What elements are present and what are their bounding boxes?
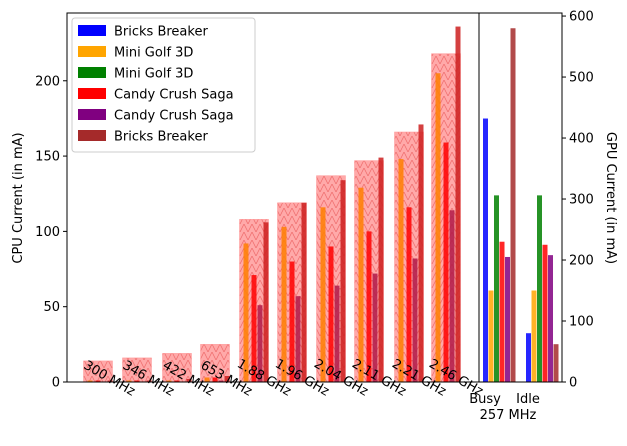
gpu-bar [537, 195, 542, 382]
bar [320, 207, 326, 382]
legend-swatch [78, 88, 106, 99]
bar [95, 380, 101, 382]
legend-swatch [78, 130, 106, 141]
legend-box [71, 17, 256, 153]
bar [406, 207, 412, 382]
bar [146, 380, 152, 382]
bar [295, 296, 301, 382]
right-y-tick-label: 300 [569, 193, 594, 208]
bar [289, 261, 295, 382]
right-y-tick-label: 200 [569, 254, 594, 269]
left-y-tick-label: 50 [43, 300, 60, 315]
gpu-bar [542, 244, 548, 382]
bar [334, 285, 340, 382]
gpu-bar [553, 344, 559, 382]
legend-swatch [78, 25, 106, 36]
bar [126, 380, 132, 382]
background-bar-hatch [162, 353, 192, 383]
bar [263, 222, 269, 382]
gpu-bar [526, 333, 531, 382]
bar [218, 380, 224, 382]
bar [186, 378, 192, 382]
bar [340, 180, 346, 382]
left-y-axis-title: CPU Current (in mA) [11, 132, 26, 263]
bar [455, 26, 461, 382]
legend-label: Candy Crush Saga [114, 109, 234, 124]
right-y-tick-label: 0 [569, 376, 577, 391]
bar [251, 275, 257, 382]
bar [224, 375, 230, 382]
bar [134, 380, 140, 382]
gpu-bar [488, 290, 494, 382]
bar [418, 124, 424, 382]
bar [212, 377, 218, 382]
legend-label: Mini Golf 3D [114, 67, 193, 82]
bar [328, 246, 334, 382]
bar [412, 258, 418, 382]
gpu-bar [548, 255, 553, 382]
legend-swatch [78, 109, 106, 120]
legend-swatch [78, 67, 106, 78]
legend-label: Candy Crush Saga [114, 88, 234, 103]
bar [443, 142, 449, 382]
gpu-group-label: Idle [516, 392, 540, 407]
bar [301, 202, 307, 382]
gpu-frequency-label: 257 MHz [480, 408, 537, 423]
left-y-tick-label: 150 [35, 150, 60, 165]
bar [372, 273, 378, 382]
gpu-bar [510, 28, 516, 383]
right-y-tick-label: 600 [569, 10, 594, 25]
bar [243, 243, 249, 382]
bar [166, 380, 172, 382]
left-y-tick-label: 0 [52, 376, 60, 391]
legend: Bricks Breaker Mini Golf 3D Mini Golf 3D Ca… [71, 17, 256, 153]
right-y-tick-label: 400 [569, 132, 594, 147]
bar [378, 157, 384, 382]
bar [366, 231, 372, 382]
bar [174, 380, 180, 382]
plot-area [83, 26, 559, 383]
gpu-group-label: Busy [469, 392, 501, 407]
bar [358, 187, 364, 382]
legend-label: Bricks Breaker [114, 25, 208, 40]
bar [281, 226, 287, 382]
left-y-tick-label: 100 [35, 225, 60, 240]
gpu-bar [499, 241, 505, 382]
right-y-tick-label: 500 [569, 71, 594, 86]
gpu-bar [483, 118, 488, 383]
bar [107, 380, 113, 382]
bar [204, 377, 210, 382]
bar [435, 73, 441, 382]
background-bar-hatch [122, 357, 152, 383]
bar [87, 380, 93, 382]
gpu-bar [531, 290, 537, 382]
background-bar-hatch [200, 344, 230, 383]
bar [398, 159, 404, 382]
gpu-bar [505, 256, 510, 382]
right-y-axis-title: GPU Current (in mA) [603, 132, 618, 264]
left-y-tick-label: 200 [35, 74, 60, 89]
legend-label: Bricks Breaker [114, 130, 208, 145]
plot-frame [66, 12, 563, 383]
bar [449, 210, 455, 382]
right-y-tick-label: 100 [569, 315, 594, 330]
bar [257, 305, 263, 382]
gpu-bar [494, 195, 499, 382]
legend-label: Mini Golf 3D [114, 46, 193, 61]
legend-swatch [78, 46, 106, 57]
